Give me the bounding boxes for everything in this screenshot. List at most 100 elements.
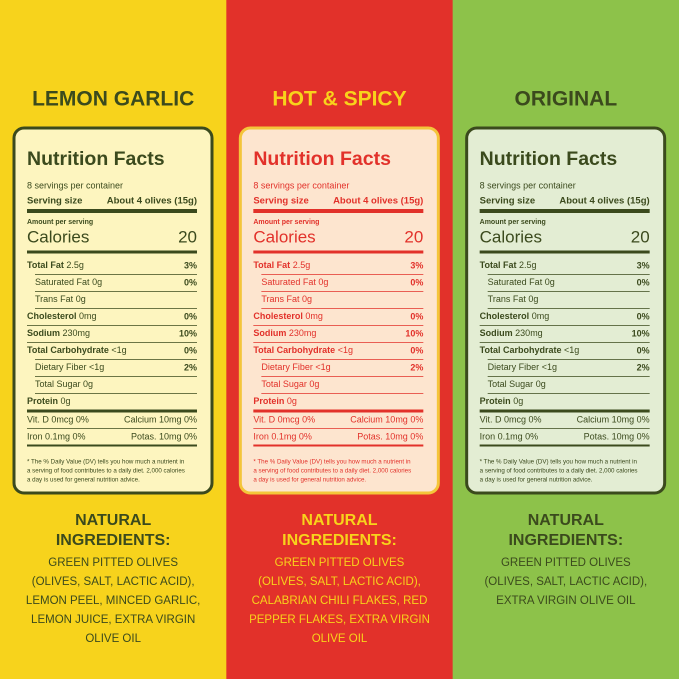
ingredients-line: EXTRA VIRGIN OLIVE OIL <box>496 595 636 607</box>
row-label-text: Sodium <box>253 328 286 338</box>
row-amount: <1g <box>111 345 126 355</box>
micro-left: Vit. D 0mcg 0% <box>480 414 542 424</box>
row-amount: <1g <box>89 362 104 372</box>
row-amount: 0g <box>287 396 297 406</box>
row-dv: 10% <box>405 328 423 338</box>
panel-title: Nutrition Facts <box>27 148 165 170</box>
row-label-text: Trans Fat <box>35 294 74 304</box>
ingredients-line: GREEN PITTED OLIVES <box>501 557 631 569</box>
row-amount: <1g <box>315 362 330 372</box>
row-amount: 0mg <box>305 311 323 321</box>
ingredients-line: (OLIVES, SALT, LACTIC ACID), <box>258 576 421 588</box>
footnote: * The % Daily Value (DV) tells you how m… <box>480 459 638 466</box>
ingredients-line: OLIVE OIL <box>312 633 368 645</box>
row-label: Saturated Fat 0g <box>488 277 555 287</box>
row-label: Cholesterol 0mg <box>253 311 323 321</box>
row-label: Dietary Fiber <1g <box>261 362 330 372</box>
micro-right: Potas. 10mg 0% <box>131 431 197 441</box>
row-dv: 2% <box>410 362 423 372</box>
row-amount: 230mg <box>63 328 91 338</box>
footnote: * The % Daily Value (DV) tells you how m… <box>253 459 411 466</box>
row-amount: 0mg <box>79 311 97 321</box>
row-amount: 0g <box>318 277 328 287</box>
ingredients-heading: NATURAL <box>528 512 604 529</box>
footnote: a day is used for general nutrition advi… <box>480 477 593 484</box>
row-amount: 0g <box>513 396 523 406</box>
serving-size: About 4 olives (15g) <box>107 196 197 207</box>
row-amount: 2.5g <box>66 260 84 270</box>
row-dv: 0% <box>637 311 650 321</box>
row-label-text: Trans Fat <box>261 294 300 304</box>
row-dv: 0% <box>637 345 650 355</box>
servings: 8 servings per container <box>27 180 123 190</box>
ingredients-line: LEMON JUICE, EXTRA VIRGIN <box>31 614 195 626</box>
serving-size-label: Serving size <box>480 196 535 207</box>
footnote: a serving of food contributes to a daily… <box>480 468 638 475</box>
amount-per-serving: Amount per serving <box>253 219 319 226</box>
row-label-text: Saturated Fat <box>488 277 543 287</box>
row-label: Total Sugar 0g <box>488 379 546 389</box>
row-label: Saturated Fat 0g <box>261 277 328 287</box>
calories: 20 <box>404 227 423 246</box>
row-amount: 0g <box>92 277 102 287</box>
row-label-text: Protein <box>27 396 58 406</box>
row-label: Dietary Fiber <1g <box>35 362 104 372</box>
row-label-text: Total Sugar <box>488 379 534 389</box>
ingredients-heading: INGREDIENTS: <box>56 532 171 549</box>
row-label-text: Total Fat <box>253 260 290 270</box>
ingredients-line: CALABRIAN CHILI FLAKES, RED <box>252 595 428 607</box>
row-label-text: Total Sugar <box>261 379 307 389</box>
row-label: Total Fat 2.5g <box>27 260 84 270</box>
row-dv: 3% <box>184 260 197 270</box>
row-amount: 0g <box>545 277 555 287</box>
row-dv: 3% <box>637 260 650 270</box>
micro-left: Iron 0.1mg 0% <box>480 431 539 441</box>
row-dv: 2% <box>184 362 197 372</box>
row-amount: 0g <box>536 379 546 389</box>
ingredients-line: PEPPER FLAKES, EXTRA VIRGIN <box>249 614 430 626</box>
micro-left: Vit. D 0mcg 0% <box>253 414 315 424</box>
calories-label: Calories <box>480 227 542 246</box>
footnote: a serving of food contributes to a daily… <box>253 468 411 475</box>
nutrition-panel <box>465 126 667 495</box>
row-label-text: Sodium <box>480 328 513 338</box>
row-label: Total Fat 2.5g <box>480 260 537 270</box>
row-amount: 0g <box>61 396 71 406</box>
row-label: Total Sugar 0g <box>35 379 93 389</box>
row-label-text: Dietary Fiber <box>35 362 87 372</box>
row-dv: 3% <box>410 260 423 270</box>
micro-right: Calcium 10mg 0% <box>577 414 650 424</box>
micro-right: Potas. 10mg 0% <box>584 431 650 441</box>
row-label: Protein 0g <box>480 396 524 406</box>
calories-label: Calories <box>253 227 315 246</box>
servings: 8 servings per container <box>480 180 576 190</box>
row-label: Total Sugar 0g <box>261 379 319 389</box>
row-label: Sodium 230mg <box>480 328 543 338</box>
ingredients-heading: NATURAL <box>75 512 151 529</box>
panel-title: Nutrition Facts <box>480 148 618 170</box>
row-dv: 0% <box>184 345 197 355</box>
product-name: HOT & SPICY <box>272 88 406 111</box>
nutrition-panel <box>238 126 440 495</box>
product-name: LEMON GARLIC <box>32 88 194 111</box>
row-label-text: Sodium <box>27 328 60 338</box>
amount-per-serving: Amount per serving <box>480 219 546 226</box>
ingredients-line: OLIVE OIL <box>85 633 141 645</box>
micro-left: Iron 0.1mg 0% <box>27 431 86 441</box>
row-amount: 0g <box>309 379 319 389</box>
micro-right: Potas. 10mg 0% <box>357 431 423 441</box>
row-dv: 10% <box>179 328 197 338</box>
row-label-text: Dietary Fiber <box>261 362 313 372</box>
row-label-text: Trans Fat <box>488 294 527 304</box>
row-label: Protein 0g <box>253 396 297 406</box>
row-label: Cholesterol 0mg <box>27 311 97 321</box>
ingredients-line: LEMON PEEL, MINCED GARLIC, <box>26 595 200 607</box>
row-amount: 0g <box>302 294 312 304</box>
row-label-text: Saturated Fat <box>35 277 90 287</box>
row-label-text: Cholesterol <box>27 311 77 321</box>
serving-size: About 4 olives (15g) <box>333 196 423 207</box>
row-dv: 0% <box>410 311 423 321</box>
footnote: * The % Daily Value (DV) tells you how m… <box>27 459 185 466</box>
row-amount: 2.5g <box>293 260 311 270</box>
